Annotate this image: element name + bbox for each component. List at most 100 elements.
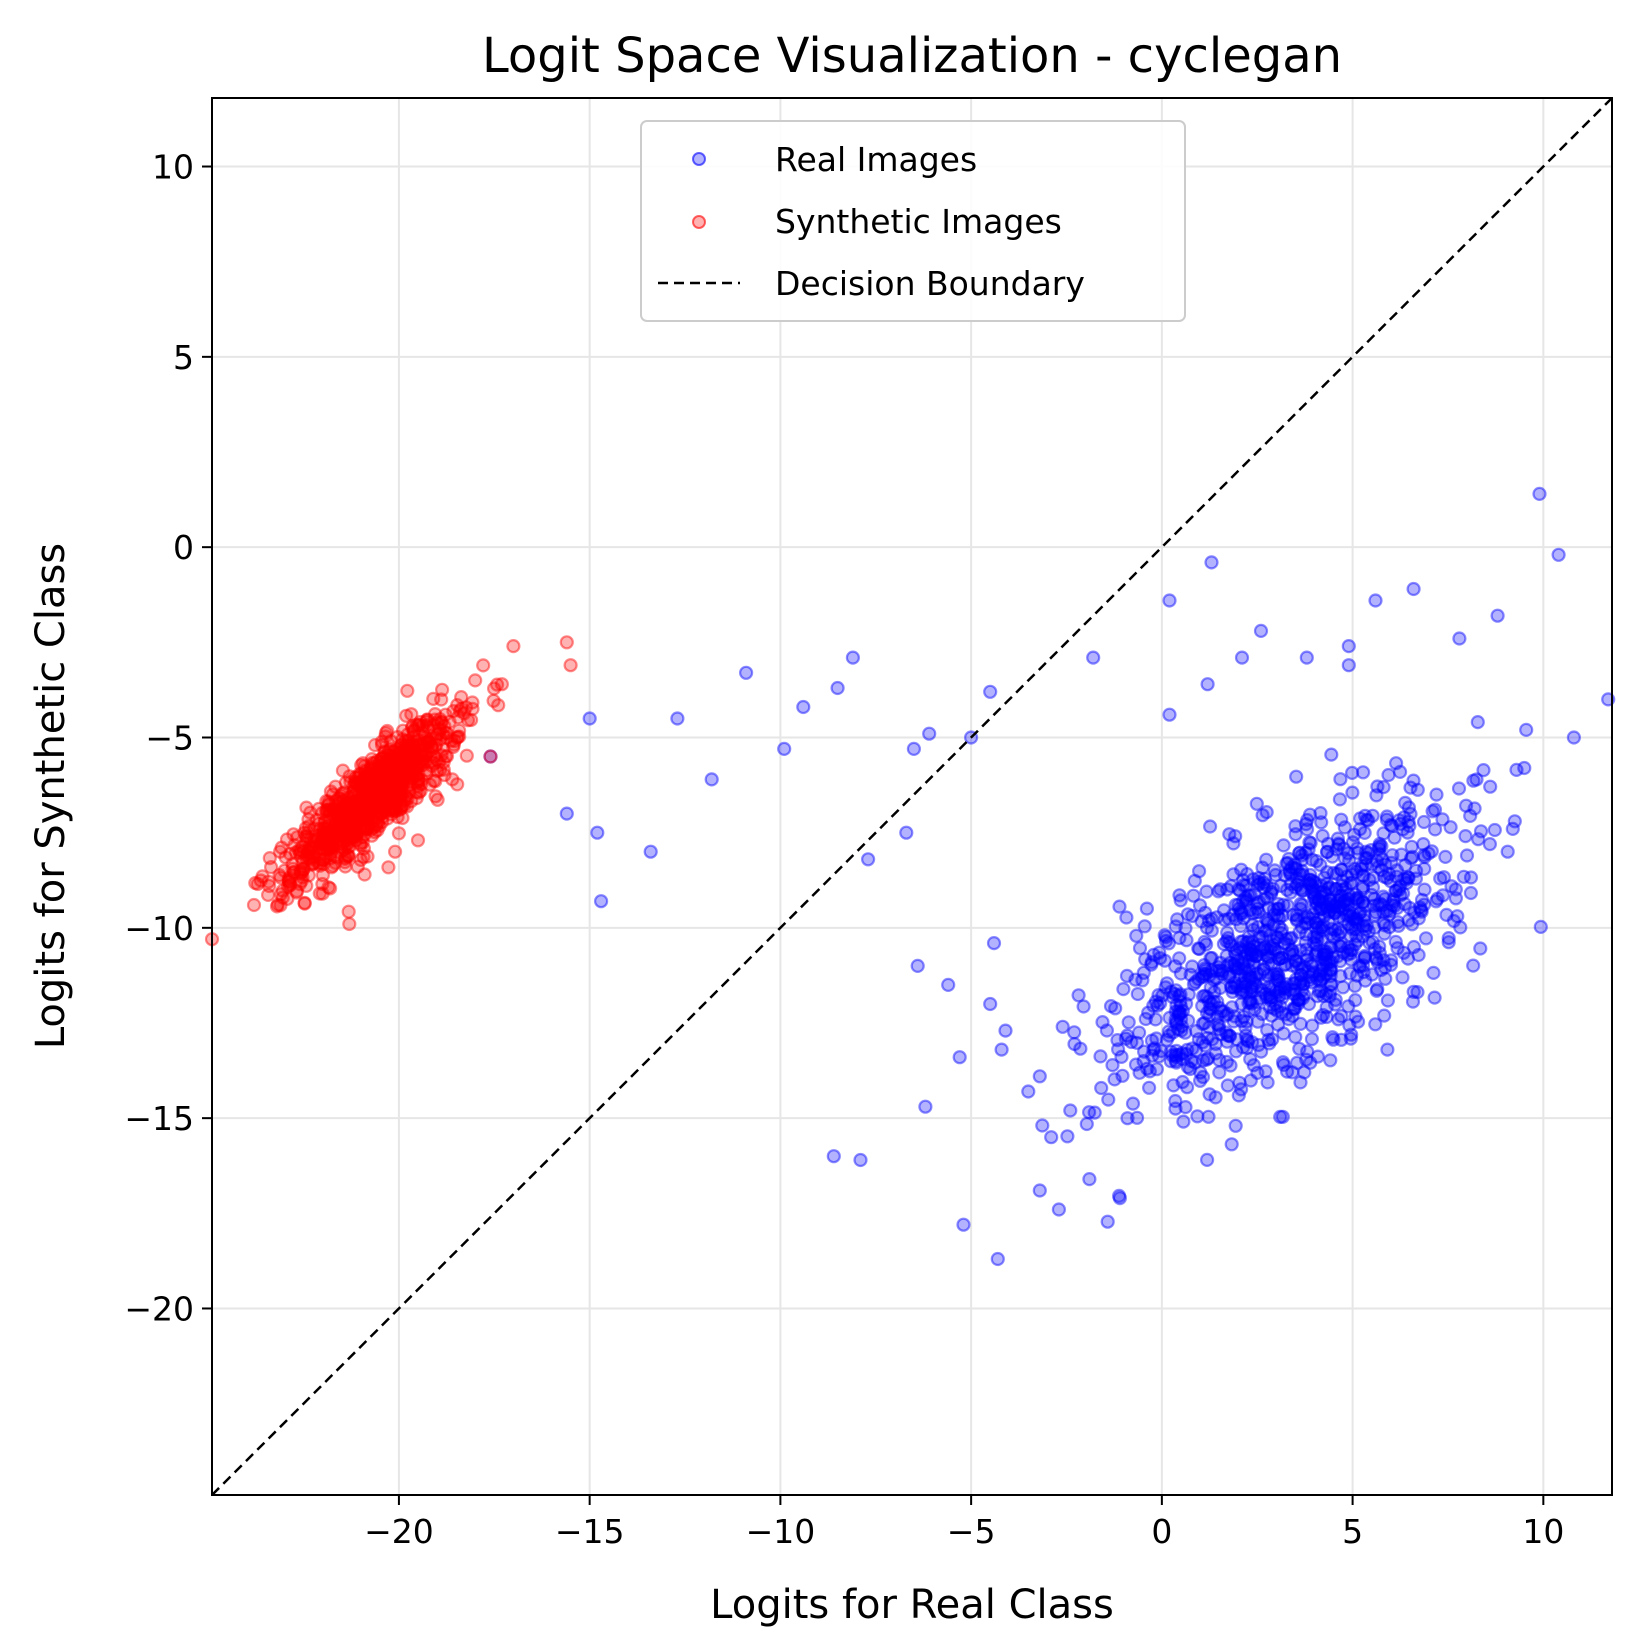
synthetic-point (345, 788, 360, 803)
real-point (1172, 888, 1187, 903)
synthetic-point (384, 807, 399, 822)
synthetic-point (353, 836, 368, 851)
synthetic-point (419, 718, 435, 733)
synthetic-point (315, 852, 331, 867)
synthetic-point (347, 809, 363, 824)
synthetic-point (418, 730, 433, 745)
synthetic-point (360, 810, 375, 826)
real-point (1168, 1047, 1183, 1063)
synthetic-point (372, 769, 387, 784)
synthetic-point (348, 811, 363, 827)
real-point (1238, 878, 1254, 893)
synthetic-point (307, 821, 322, 836)
synthetic-point (348, 804, 363, 819)
real-point (845, 650, 861, 665)
real-point (1195, 1069, 1211, 1085)
synthetic-point (365, 755, 380, 771)
synthetic-point (490, 677, 505, 692)
synthetic-point (406, 739, 421, 755)
real-point (1241, 888, 1256, 903)
synthetic-point (282, 870, 297, 885)
synthetic-point (360, 783, 375, 798)
synthetic-point (350, 813, 365, 828)
synthetic-point (436, 741, 451, 757)
real-point (1288, 953, 1303, 968)
real-point (1256, 880, 1272, 895)
synthetic-point (402, 774, 417, 789)
real-point (1463, 885, 1479, 901)
real-point (1411, 911, 1426, 926)
synthetic-point (325, 838, 340, 853)
real-point (1302, 835, 1317, 850)
synthetic-point (359, 764, 374, 780)
synthetic-point (383, 759, 398, 774)
synthetic-point (319, 804, 334, 819)
synthetic-point (270, 897, 285, 912)
synthetic-point (378, 729, 393, 744)
synthetic-point (296, 862, 311, 877)
real-point (1140, 1061, 1155, 1076)
synthetic-point (374, 806, 389, 821)
real-point (1163, 984, 1179, 999)
synthetic-point (356, 849, 371, 865)
synthetic-point (334, 788, 349, 803)
real-point (1414, 904, 1429, 919)
synthetic-point (370, 810, 385, 825)
synthetic-point (302, 851, 317, 866)
synthetic-point (351, 802, 366, 817)
synthetic-point (372, 795, 387, 810)
real-point (1305, 1018, 1320, 1033)
synthetic-point (400, 683, 415, 698)
real-point (1314, 889, 1330, 905)
synthetic-point (383, 741, 398, 756)
real-point (1292, 993, 1307, 1008)
real-point (1288, 954, 1303, 969)
synthetic-point (280, 879, 296, 894)
synthetic-point (380, 793, 395, 808)
real-point (1152, 951, 1168, 966)
synthetic-point (349, 798, 364, 813)
real-point (1349, 891, 1364, 906)
synthetic-point (408, 753, 423, 768)
real-point (1304, 852, 1320, 867)
synthetic-point (356, 776, 372, 791)
real-point (1376, 779, 1391, 795)
synthetic-point (358, 790, 373, 805)
real-point (1082, 1171, 1097, 1187)
synthetic-point (335, 811, 350, 827)
synthetic-point (285, 861, 300, 877)
synthetic-point (295, 839, 310, 854)
synthetic-point (320, 822, 335, 837)
real-point (1221, 930, 1236, 946)
real-point (1141, 1005, 1156, 1020)
real-point (998, 1023, 1013, 1038)
synthetic-point (325, 823, 340, 839)
synthetic-point (315, 805, 330, 821)
real-point (1355, 881, 1371, 896)
synthetic-point (401, 733, 416, 748)
real-point (1424, 844, 1439, 859)
real-point (1221, 969, 1236, 985)
synthetic-point (395, 785, 410, 801)
real-point (1269, 966, 1284, 981)
synthetic-point (289, 885, 304, 900)
synthetic-point (366, 797, 381, 812)
synthetic-point (356, 785, 371, 800)
synthetic-point (356, 803, 371, 818)
real-point (1323, 984, 1338, 1000)
synthetic-point (350, 859, 365, 874)
synthetic-point (381, 775, 396, 790)
synthetic-point (365, 813, 380, 829)
synthetic-point (446, 703, 461, 719)
synthetic-point (399, 708, 414, 723)
synthetic-point (411, 757, 427, 772)
synthetic-point (303, 805, 318, 820)
real-point (1138, 1011, 1153, 1027)
synthetic-point (333, 817, 348, 832)
synthetic-point (345, 828, 360, 843)
real-point (1157, 953, 1173, 968)
real-point (1406, 939, 1422, 955)
synthetic-point (397, 798, 412, 813)
y-axis-label: Logits for Synthetic Class (28, 543, 74, 1049)
synthetic-point (353, 767, 368, 782)
